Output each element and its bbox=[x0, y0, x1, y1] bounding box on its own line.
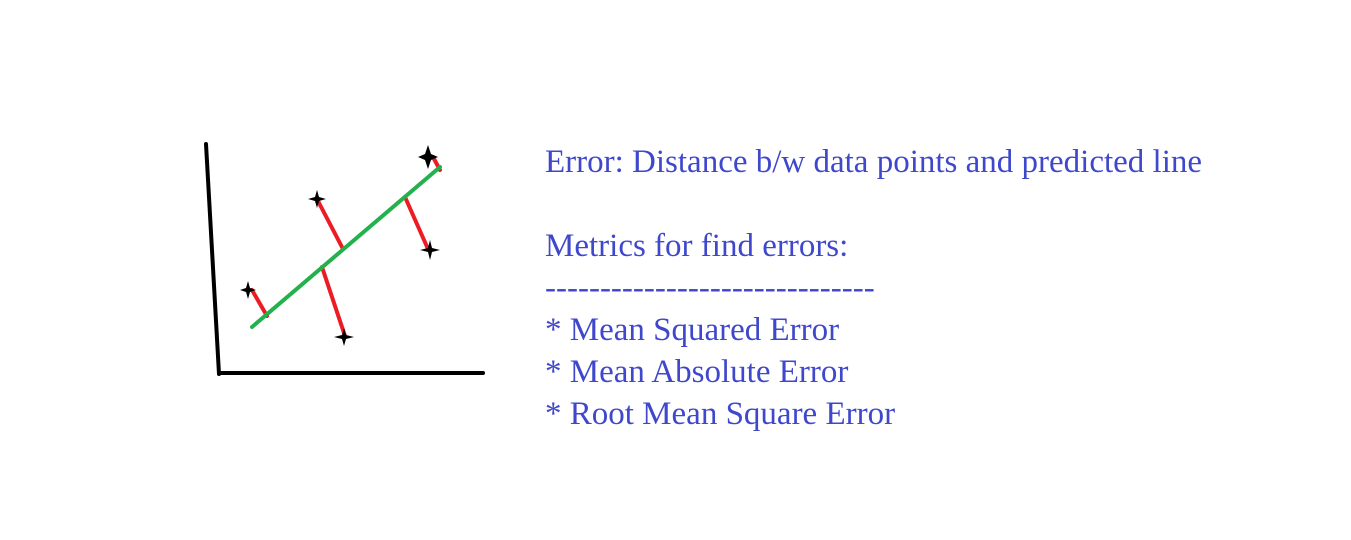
data-point-icon bbox=[240, 281, 256, 299]
error-segment bbox=[250, 288, 269, 318]
dashed-rule: ------------------------------ bbox=[545, 270, 875, 306]
error-segments bbox=[250, 155, 442, 338]
error-segment bbox=[320, 265, 347, 338]
data-point-icon bbox=[420, 240, 440, 260]
metric-item-mse: * Mean Squared Error bbox=[545, 312, 840, 348]
data-point-icon bbox=[418, 145, 438, 169]
data-point-icon bbox=[334, 328, 354, 346]
metric-item-mae: * Mean Absolute Error bbox=[545, 354, 849, 390]
error-segment bbox=[403, 195, 430, 251]
metrics-heading: Metrics for find errors: bbox=[545, 228, 849, 264]
axes bbox=[204, 142, 485, 376]
error-definition: Error: Distance b/w data points and pred… bbox=[545, 144, 1203, 180]
metric-item-rmse: * Root Mean Square Error bbox=[545, 396, 896, 432]
explanation-text: Error: Distance b/w data points and pred… bbox=[545, 141, 1202, 435]
blank-line bbox=[545, 183, 1202, 225]
data-point-icon bbox=[308, 190, 326, 208]
regression-line bbox=[250, 165, 442, 329]
error-segment bbox=[316, 199, 345, 251]
y-axis bbox=[204, 142, 221, 376]
data-points bbox=[240, 145, 440, 346]
